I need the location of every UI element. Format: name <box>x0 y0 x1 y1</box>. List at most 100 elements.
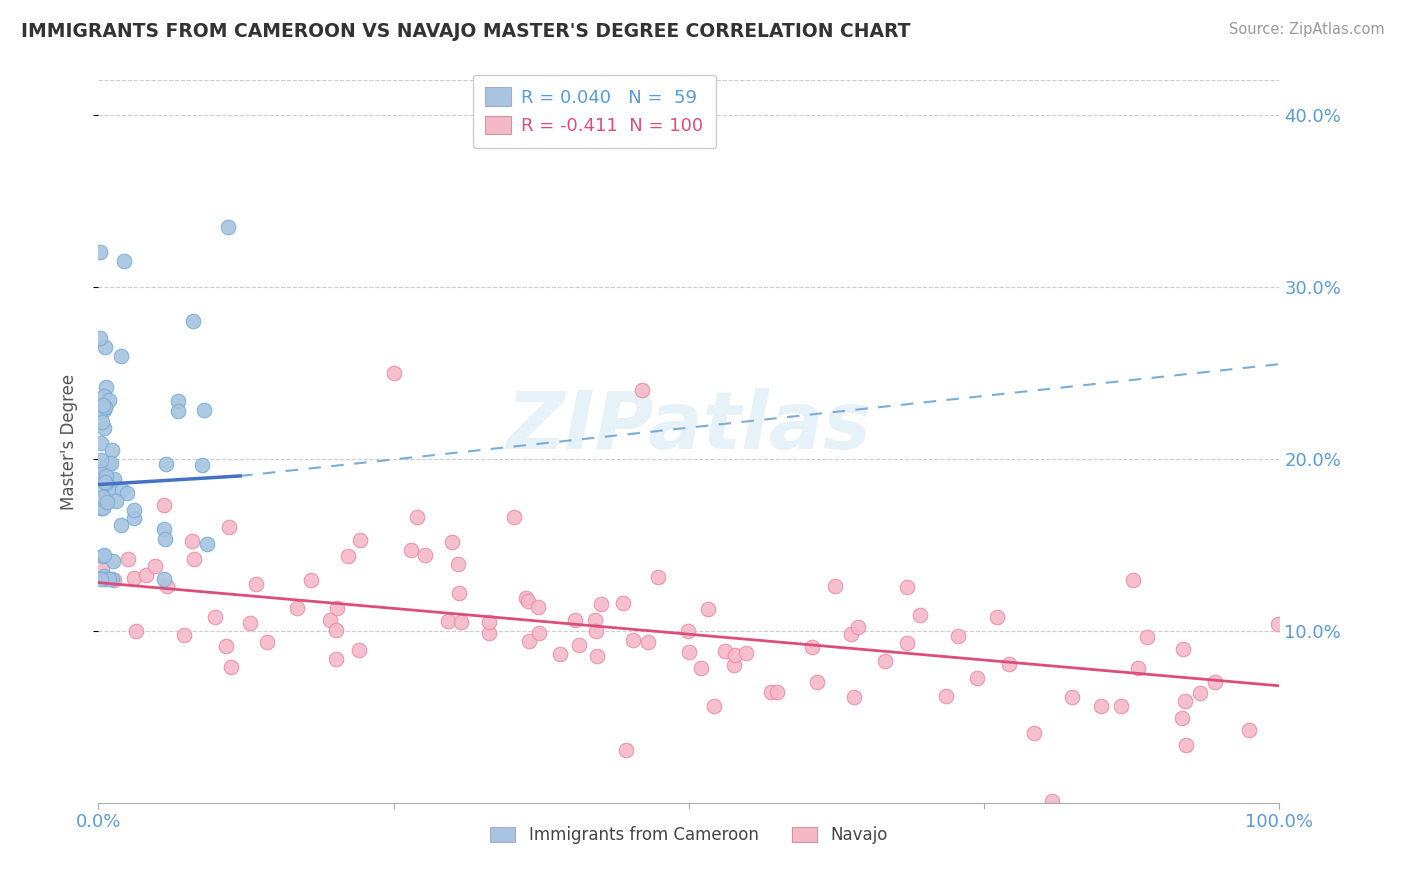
Point <box>337 549 360 563</box>
Point <box>299 573 322 587</box>
Point <box>568 638 591 652</box>
Point <box>90 561 112 575</box>
Point <box>256 635 278 649</box>
Point <box>91 492 114 507</box>
Point <box>800 640 823 655</box>
Point <box>1122 573 1144 587</box>
Point <box>966 671 988 685</box>
Point <box>347 643 370 657</box>
Point <box>1267 617 1289 632</box>
Point <box>90 501 112 516</box>
Point <box>152 498 174 512</box>
Point <box>97 457 120 471</box>
Point <box>91 490 114 504</box>
Point <box>517 594 540 608</box>
Point <box>723 657 745 672</box>
Point <box>447 558 470 572</box>
Point <box>1175 738 1198 752</box>
Point <box>478 615 501 630</box>
Point <box>97 572 120 586</box>
Point <box>437 614 460 628</box>
Point <box>101 572 124 586</box>
Point <box>697 601 720 615</box>
Point <box>405 509 427 524</box>
Point <box>217 219 239 234</box>
Point <box>153 532 176 546</box>
Point <box>124 511 146 525</box>
Point <box>1109 698 1132 713</box>
Point <box>214 639 236 653</box>
Point <box>1204 675 1226 690</box>
Point <box>100 456 122 470</box>
Point <box>998 657 1021 671</box>
Point <box>156 579 179 593</box>
Point <box>94 401 117 415</box>
Point <box>986 610 1008 624</box>
Point <box>103 473 125 487</box>
Point <box>1060 690 1083 704</box>
Point <box>896 636 918 650</box>
Point <box>218 520 240 534</box>
Point <box>89 404 111 418</box>
Point <box>94 475 117 489</box>
Point <box>896 580 918 594</box>
Point <box>155 457 177 471</box>
Point <box>734 646 756 660</box>
Point <box>690 661 713 675</box>
Point <box>325 623 347 637</box>
Point <box>110 518 132 533</box>
Point <box>89 331 111 345</box>
Point <box>153 523 176 537</box>
Point <box>89 465 111 479</box>
Point <box>478 626 501 640</box>
Text: IMMIGRANTS FROM CAMEROON VS NAVAJO MASTER'S DEGREE CORRELATION CHART: IMMIGRANTS FROM CAMEROON VS NAVAJO MASTE… <box>21 22 911 41</box>
Point <box>191 458 214 472</box>
Point <box>112 253 135 268</box>
Point <box>122 503 145 517</box>
Point <box>765 685 787 699</box>
Point <box>935 689 957 703</box>
Point <box>101 553 124 567</box>
Point <box>548 647 571 661</box>
Point <box>89 459 111 474</box>
Point <box>946 629 969 643</box>
Point <box>846 620 869 634</box>
Point <box>678 624 700 638</box>
Point <box>93 549 115 563</box>
Point <box>122 571 145 585</box>
Point <box>96 495 118 509</box>
Point <box>90 482 112 496</box>
Point <box>1171 642 1194 657</box>
Point <box>515 591 537 605</box>
Point <box>91 470 114 484</box>
Point <box>401 543 423 558</box>
Text: Source: ZipAtlas.com: Source: ZipAtlas.com <box>1229 22 1385 37</box>
Point <box>115 486 138 500</box>
Point <box>167 393 190 408</box>
Point <box>181 314 204 328</box>
Point <box>94 400 117 414</box>
Point <box>93 421 115 435</box>
Point <box>135 567 157 582</box>
Point <box>117 552 139 566</box>
Point <box>585 649 607 664</box>
Point <box>183 552 205 566</box>
Point <box>873 654 896 668</box>
Y-axis label: Master's Degree: Master's Degree <box>59 374 77 509</box>
Point <box>806 674 828 689</box>
Point <box>1040 794 1063 808</box>
Point <box>447 586 470 600</box>
Point <box>824 579 846 593</box>
Point <box>285 601 308 615</box>
Point <box>245 577 267 591</box>
Point <box>195 537 218 551</box>
Point <box>100 442 122 457</box>
Point <box>96 380 118 394</box>
Point <box>173 628 195 642</box>
Point <box>1022 726 1045 740</box>
Point <box>94 572 117 586</box>
Point <box>714 644 737 658</box>
Point <box>91 549 114 563</box>
Point <box>564 614 586 628</box>
Point <box>519 633 541 648</box>
